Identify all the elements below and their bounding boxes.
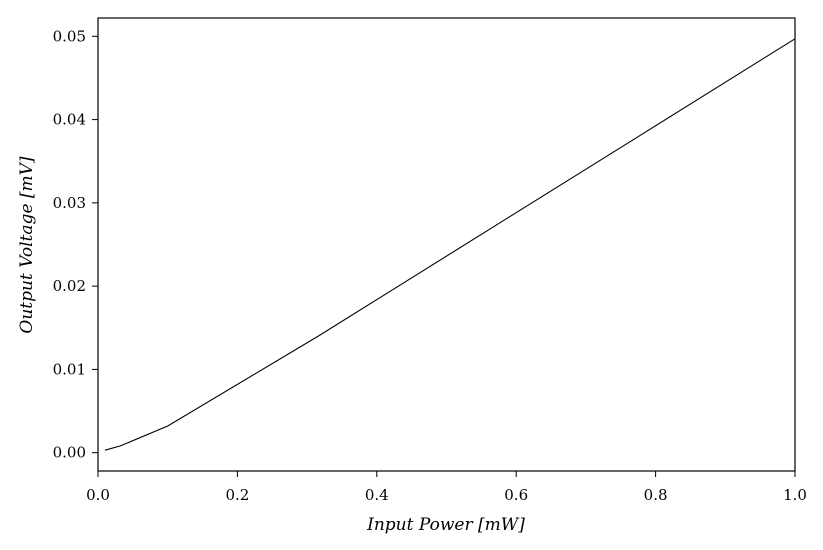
y-tick-label: 0.05 [53, 27, 86, 45]
y-tick-label: 0.03 [53, 194, 86, 212]
x-tick-label: 0.8 [644, 486, 668, 504]
x-axis-label: Input Power [mW] [366, 515, 525, 535]
x-tick-label: 0.4 [365, 486, 389, 504]
x-tick-label: 0.0 [86, 486, 110, 504]
x-tick-label: 0.6 [504, 486, 528, 504]
y-tick-label: 0.01 [53, 360, 86, 378]
plot-frame [97, 17, 796, 472]
x-tick-label: 0.2 [225, 486, 249, 504]
y-tick-label: 0.04 [53, 111, 86, 129]
y-axis-ticks: 0.00 0.01 0.02 0.03 0.04 0.05 [53, 27, 98, 462]
x-tick-label: 1.0 [783, 486, 807, 504]
y-axis-label: Output Voltage [mV] [17, 156, 37, 334]
y-tick-label: 0.00 [53, 444, 86, 462]
x-axis-ticks: 0.0 0.2 0.4 0.6 0.8 1.0 [86, 471, 807, 504]
series-line [104, 38, 796, 451]
y-tick-label: 0.02 [53, 277, 86, 295]
series-layer [104, 38, 796, 451]
